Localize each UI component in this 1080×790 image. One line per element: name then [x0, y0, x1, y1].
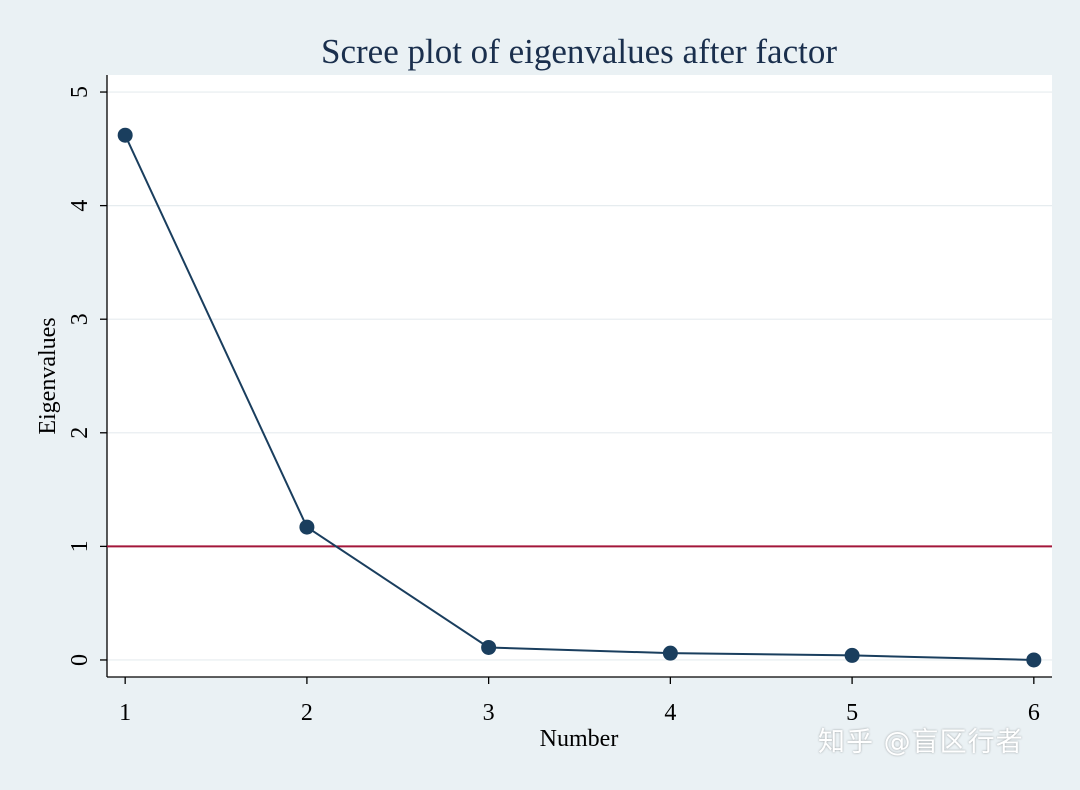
- x-tick-label-1: 1: [119, 700, 131, 726]
- y-tick-label-2: 2: [67, 427, 93, 439]
- x-tick-label-4: 4: [664, 700, 676, 726]
- x-tick-label-3: 3: [483, 700, 495, 726]
- y-tick-label-3: 3: [67, 313, 93, 325]
- data-point-4: [662, 645, 678, 661]
- watermark-text: 知乎 @盲区行者: [818, 727, 1024, 758]
- data-point-1: [117, 127, 133, 143]
- data-point-2: [299, 519, 315, 535]
- data-point-3: [481, 639, 497, 655]
- axis-ticks: 1 2 3 4 5 6 0 1 2 3 4 5: [67, 86, 1040, 726]
- x-tick-label-6: 6: [1028, 700, 1040, 726]
- y-tick-label-1: 1: [67, 540, 93, 552]
- x-tick-label-5: 5: [846, 700, 858, 726]
- chart-title: Scree plot of eigenvalues after factor: [321, 32, 837, 71]
- series-line-0: [124, 134, 1034, 661]
- data-point-6: [1026, 652, 1042, 668]
- y-tick-label-4: 4: [67, 200, 93, 212]
- y-tick-label-0: 0: [67, 654, 93, 666]
- x-tick-label-2: 2: [301, 700, 313, 726]
- y-tick-label-5: 5: [67, 86, 93, 98]
- plot-area: [107, 75, 1052, 677]
- x-axis-label: Number: [540, 726, 619, 752]
- series-eigenvalues: [117, 127, 1042, 668]
- data-point-5: [844, 647, 860, 663]
- y-axis-label: Eigenvalues: [35, 317, 61, 434]
